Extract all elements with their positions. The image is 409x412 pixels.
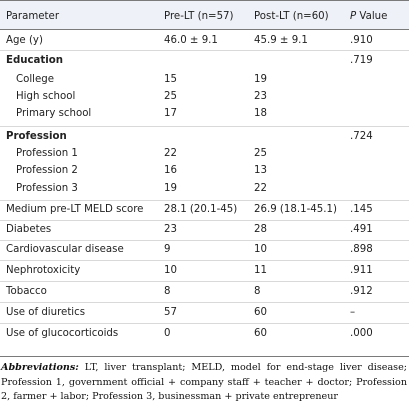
cell-pre: 23 bbox=[164, 224, 177, 235]
cell-pre: 9 bbox=[164, 244, 171, 255]
footnote-abbreviations-label: Abbreviations: bbox=[1, 362, 79, 373]
cell-pre: 28.1 (20.1-45) bbox=[164, 204, 238, 215]
cell-p: .898 bbox=[350, 244, 373, 255]
row-separator bbox=[0, 200, 409, 201]
cell-post: 60 bbox=[254, 307, 267, 318]
cell-label: Diabetes bbox=[6, 224, 52, 235]
cell-pre: 22 bbox=[164, 148, 177, 159]
row-separator bbox=[0, 220, 409, 221]
cell-label: Profession 2 bbox=[16, 165, 78, 176]
cell-p: .000 bbox=[350, 328, 373, 339]
header-parameter: Parameter bbox=[6, 11, 60, 22]
table-header bbox=[0, 0, 409, 29]
cell-post: 28 bbox=[254, 224, 267, 235]
cell-label: Use of diuretics bbox=[6, 307, 86, 318]
cell-label: Nephrotoxicity bbox=[6, 265, 81, 276]
row-separator bbox=[0, 240, 409, 241]
cell-post: 11 bbox=[254, 265, 267, 276]
cell-p: .912 bbox=[350, 286, 373, 297]
cell-post: 19 bbox=[254, 74, 267, 85]
header-p-letter: P bbox=[350, 11, 357, 22]
row-separator bbox=[0, 126, 409, 127]
data-table: Parameter Pre-LT (n=57) Post-LT (n=60) P… bbox=[0, 0, 409, 357]
cell-pre: 46.0 ± 9.1 bbox=[164, 35, 218, 46]
cell-pre: 15 bbox=[164, 74, 177, 85]
cell-pre: 0 bbox=[164, 328, 171, 339]
cell-pre: 16 bbox=[164, 165, 177, 176]
cell-pre: 8 bbox=[164, 286, 171, 297]
cell-label: High school bbox=[16, 91, 76, 102]
cell-post: 26.9 (18.1-45.1) bbox=[254, 204, 337, 215]
header-pre-lt: Pre-LT (n=57) bbox=[164, 11, 234, 22]
cell-label: Age (y) bbox=[6, 35, 43, 46]
header-p-value: P Value bbox=[350, 11, 387, 23]
header-post-lt: Post-LT (n=60) bbox=[254, 11, 329, 22]
cell-post: 18 bbox=[254, 108, 267, 119]
cell-post: 45.9 ± 9.1 bbox=[254, 35, 308, 46]
cell-p: .145 bbox=[350, 204, 373, 215]
cell-label: Education bbox=[6, 55, 64, 66]
row-separator bbox=[0, 260, 409, 261]
header-value-word: Value bbox=[359, 11, 388, 22]
cell-post: 60 bbox=[254, 328, 267, 339]
cell-label: Profession bbox=[6, 131, 67, 142]
cell-p: .911 bbox=[350, 265, 373, 276]
cell-p: .724 bbox=[350, 131, 373, 142]
row-separator bbox=[0, 323, 409, 324]
cell-post: 25 bbox=[254, 148, 267, 159]
cell-post: 13 bbox=[254, 165, 267, 176]
cell-label: College bbox=[16, 74, 55, 85]
table-top-rule bbox=[0, 0, 409, 1]
cell-label: Medium pre-LT MELD score bbox=[6, 204, 144, 215]
row-separator bbox=[0, 302, 409, 303]
cell-pre: 57 bbox=[164, 307, 177, 318]
footnote-text: LT, liver transplant; MELD, model for en… bbox=[1, 362, 407, 402]
row-separator bbox=[0, 50, 409, 51]
cell-label: Cardiovascular disease bbox=[6, 244, 124, 255]
row-separator bbox=[0, 281, 409, 282]
cell-label: Profession 1 bbox=[16, 148, 78, 159]
cell-label: Tobacco bbox=[6, 286, 47, 297]
cell-label: Profession 3 bbox=[16, 183, 78, 194]
cell-post: 23 bbox=[254, 91, 267, 102]
cell-p: .719 bbox=[350, 55, 373, 66]
cell-p: .910 bbox=[350, 35, 373, 46]
table-footnote: Abbreviations: LT, liver transplant; MEL… bbox=[1, 361, 407, 405]
cell-label: Use of glucocorticoids bbox=[6, 328, 119, 339]
cell-p: .491 bbox=[350, 224, 373, 235]
header-bottom-rule bbox=[0, 29, 409, 30]
cell-pre: 19 bbox=[164, 183, 177, 194]
cell-pre: 10 bbox=[164, 265, 177, 276]
cell-post: 8 bbox=[254, 286, 261, 297]
cell-pre: 25 bbox=[164, 91, 177, 102]
cell-label: Primary school bbox=[16, 108, 92, 119]
cell-post: 22 bbox=[254, 183, 267, 194]
cell-p: – bbox=[350, 307, 356, 318]
table-bottom-rule bbox=[0, 356, 409, 357]
cell-post: 10 bbox=[254, 244, 267, 255]
cell-pre: 17 bbox=[164, 108, 177, 119]
